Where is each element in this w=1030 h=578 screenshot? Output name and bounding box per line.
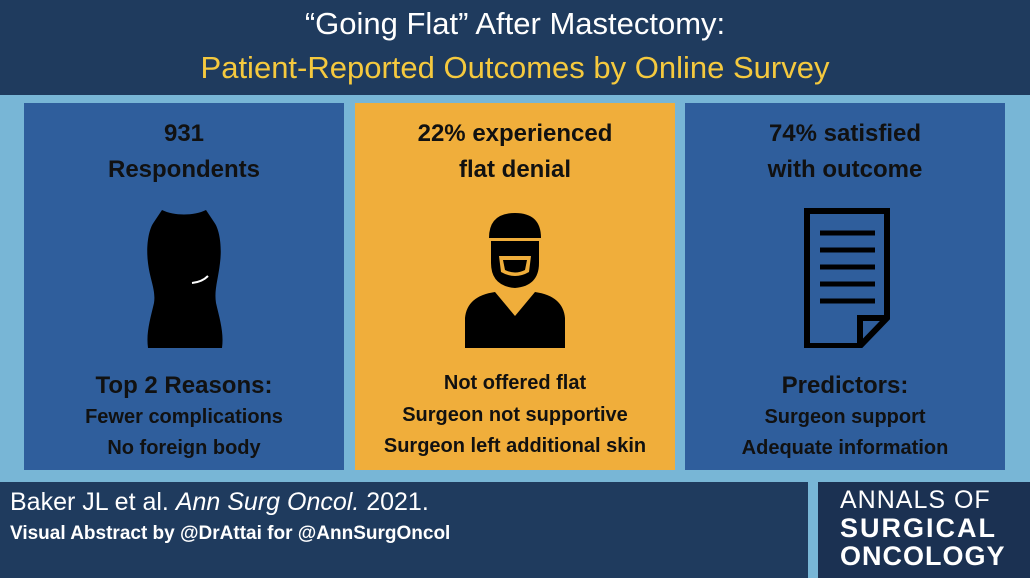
panel-item: Not offered flat [443, 372, 587, 394]
torso-icon [147, 210, 223, 348]
document-icon [804, 208, 890, 348]
panel-headline: 931 [163, 120, 205, 147]
panel-subheading: Top 2 Reasons: [95, 372, 273, 399]
journal-logo: ANNALS OF SURGICAL ONCOLOGY [818, 482, 1030, 578]
panel-headline: flat denial [458, 156, 572, 183]
header: “Going Flat” After Mastectomy: Patient-R… [0, 0, 1030, 95]
panel-item: Surgeon support [764, 406, 926, 428]
citation-year: 2021. [366, 488, 429, 516]
panel-item: Surgeon left additional skin [383, 435, 647, 457]
panel-headline: 74% satisfied [768, 120, 922, 147]
surgeon-icon [465, 213, 565, 348]
panel-respondents: 931 Respondents Top 2 Reasons: Fewer com… [24, 103, 344, 470]
citation: Baker JL et al. Ann Surg Oncol. 2021. [10, 488, 429, 517]
logo-line: SURGICAL [840, 513, 997, 543]
logo-line: ANNALS OF [840, 486, 991, 514]
panel-item: Surgeon not supportive [402, 404, 628, 426]
credit: Visual Abstract by @DrAttai for @AnnSurg… [10, 523, 451, 544]
panel-item: Fewer complications [85, 406, 283, 428]
panel-headline: Respondents [107, 156, 260, 183]
panel-satisfaction: 74% satisfied with outcome Predictors: S… [685, 103, 1005, 470]
panel-item: No foreign body [107, 437, 261, 459]
citation-journal: Ann Surg Oncol. [175, 488, 360, 516]
panel-subheading: Predictors: [781, 372, 909, 399]
panel-headline: 22% experienced [417, 120, 613, 147]
title-line-2: Patient-Reported Outcomes by Online Surv… [200, 50, 830, 85]
citation-authors: Baker JL et al. [10, 488, 169, 516]
logo-line: ONCOLOGY [840, 541, 1006, 571]
panel-flat-denial: 22% experienced flat denial Not offered … [355, 103, 675, 470]
panel-headline: with outcome [767, 156, 923, 183]
title-line-1: “Going Flat” After Mastectomy: [304, 6, 726, 41]
panel-item: Adequate information [741, 437, 949, 459]
footer: Baker JL et al. Ann Surg Oncol. 2021. Vi… [0, 482, 808, 578]
